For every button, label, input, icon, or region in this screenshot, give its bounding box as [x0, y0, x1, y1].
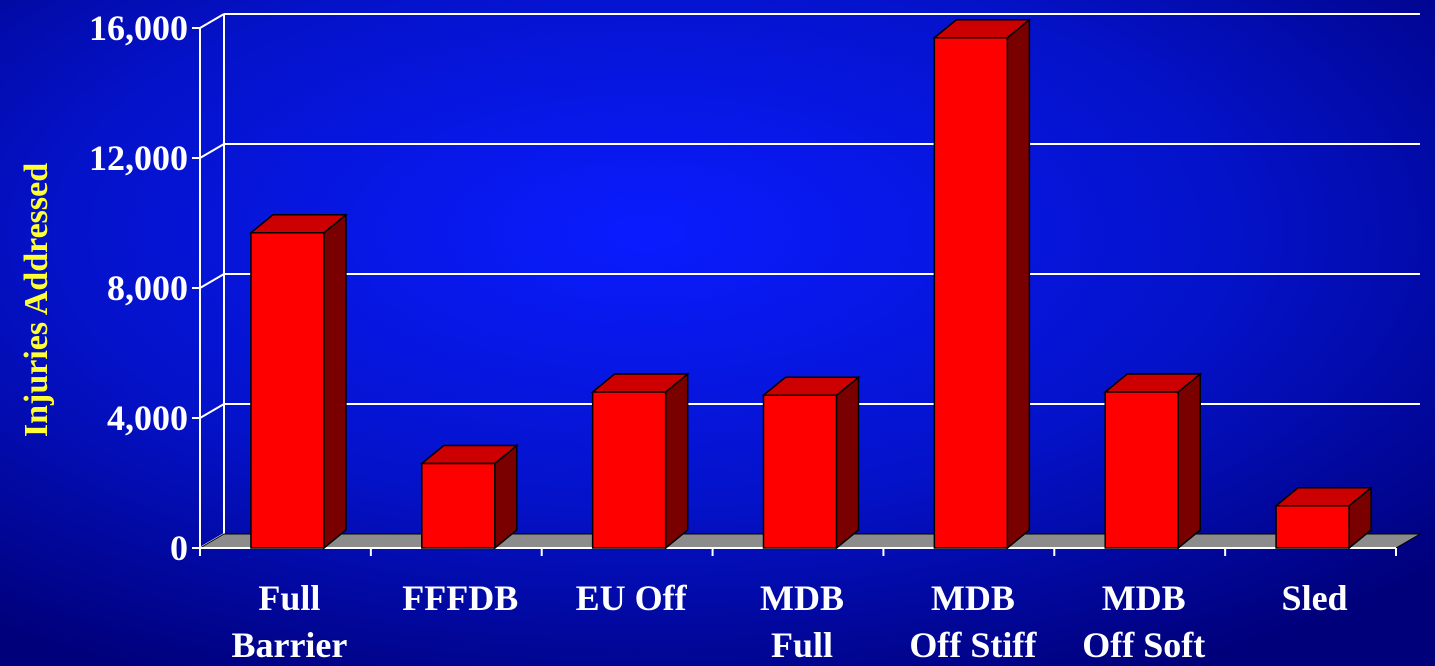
- x-tick-label-1: FFFDB: [402, 578, 518, 618]
- bar-side-4: [1006, 18, 1031, 550]
- y-tick-label-2: 8,000: [107, 268, 188, 308]
- bar-6: [1273, 486, 1374, 550]
- bar-front-6: [1275, 505, 1350, 549]
- bar-front-3: [762, 394, 838, 549]
- y-tick-label-1: 4,000: [107, 398, 188, 438]
- gridline-left-2: [199, 273, 225, 289]
- bar-front-2: [591, 391, 667, 549]
- x-tick-label-line-0-0: Full: [258, 578, 320, 618]
- gridline-left-4: [199, 13, 225, 29]
- x-tick-label-line-3-1: Full: [771, 625, 833, 665]
- plot-area: 0 4,000 8,000 12,000 16,000 Full Barrier FFFDB E…: [89, 8, 1422, 665]
- x-tick-label-2: EU Off: [576, 578, 688, 618]
- x-tick-label-0: Full Barrier: [231, 578, 347, 665]
- bar-front-1: [421, 462, 496, 549]
- gridline-left-3: [199, 143, 225, 159]
- bar-2: [590, 372, 690, 550]
- bar-side-2: [664, 372, 689, 550]
- y-tick-label-0: 0: [170, 528, 188, 568]
- x-tick-label-line-1-0: FFFDB: [402, 578, 518, 618]
- x-tick-label-line-4-0: MDB: [931, 578, 1015, 618]
- x-tick-label-line-3-0: MDB: [760, 578, 844, 618]
- x-tick-label-line-5-1: Off Soft: [1082, 625, 1205, 665]
- bar-side-5: [1177, 372, 1201, 550]
- bar-0: [248, 213, 349, 550]
- bar-1: [419, 443, 519, 550]
- x-tick-label-line-4-1: Off Stiff: [909, 625, 1037, 665]
- x-tick-label-6: Sled: [1282, 578, 1348, 618]
- bar-4: [932, 18, 1032, 550]
- x-tick-label-5: MDB Off Soft: [1082, 578, 1205, 665]
- y-tick-label-4: 16,000: [89, 8, 188, 48]
- x-tick-label-3: MDB Full: [760, 578, 844, 665]
- x-tick-label-line-5-0: MDB: [1102, 578, 1186, 618]
- bar-5: [1103, 372, 1203, 550]
- bar-front-0: [250, 232, 325, 549]
- gridline-left-1: [199, 403, 225, 419]
- x-tick-label-line-0-1: Barrier: [231, 625, 347, 665]
- x-tick-label-line-2-0: EU Off: [576, 578, 688, 618]
- bar-side-3: [835, 375, 860, 550]
- bar-front-5: [1104, 391, 1179, 549]
- y-tick-label-3: 12,000: [89, 138, 188, 178]
- x-tick-label-4: MDB Off Stiff: [909, 578, 1037, 665]
- x-tick-label-line-6-0: Sled: [1282, 578, 1348, 618]
- bar-side-0: [323, 213, 347, 550]
- bar-front-4: [933, 37, 1009, 549]
- bar-3: [761, 375, 861, 550]
- y-axis-label: Injuries Addressed: [18, 163, 55, 437]
